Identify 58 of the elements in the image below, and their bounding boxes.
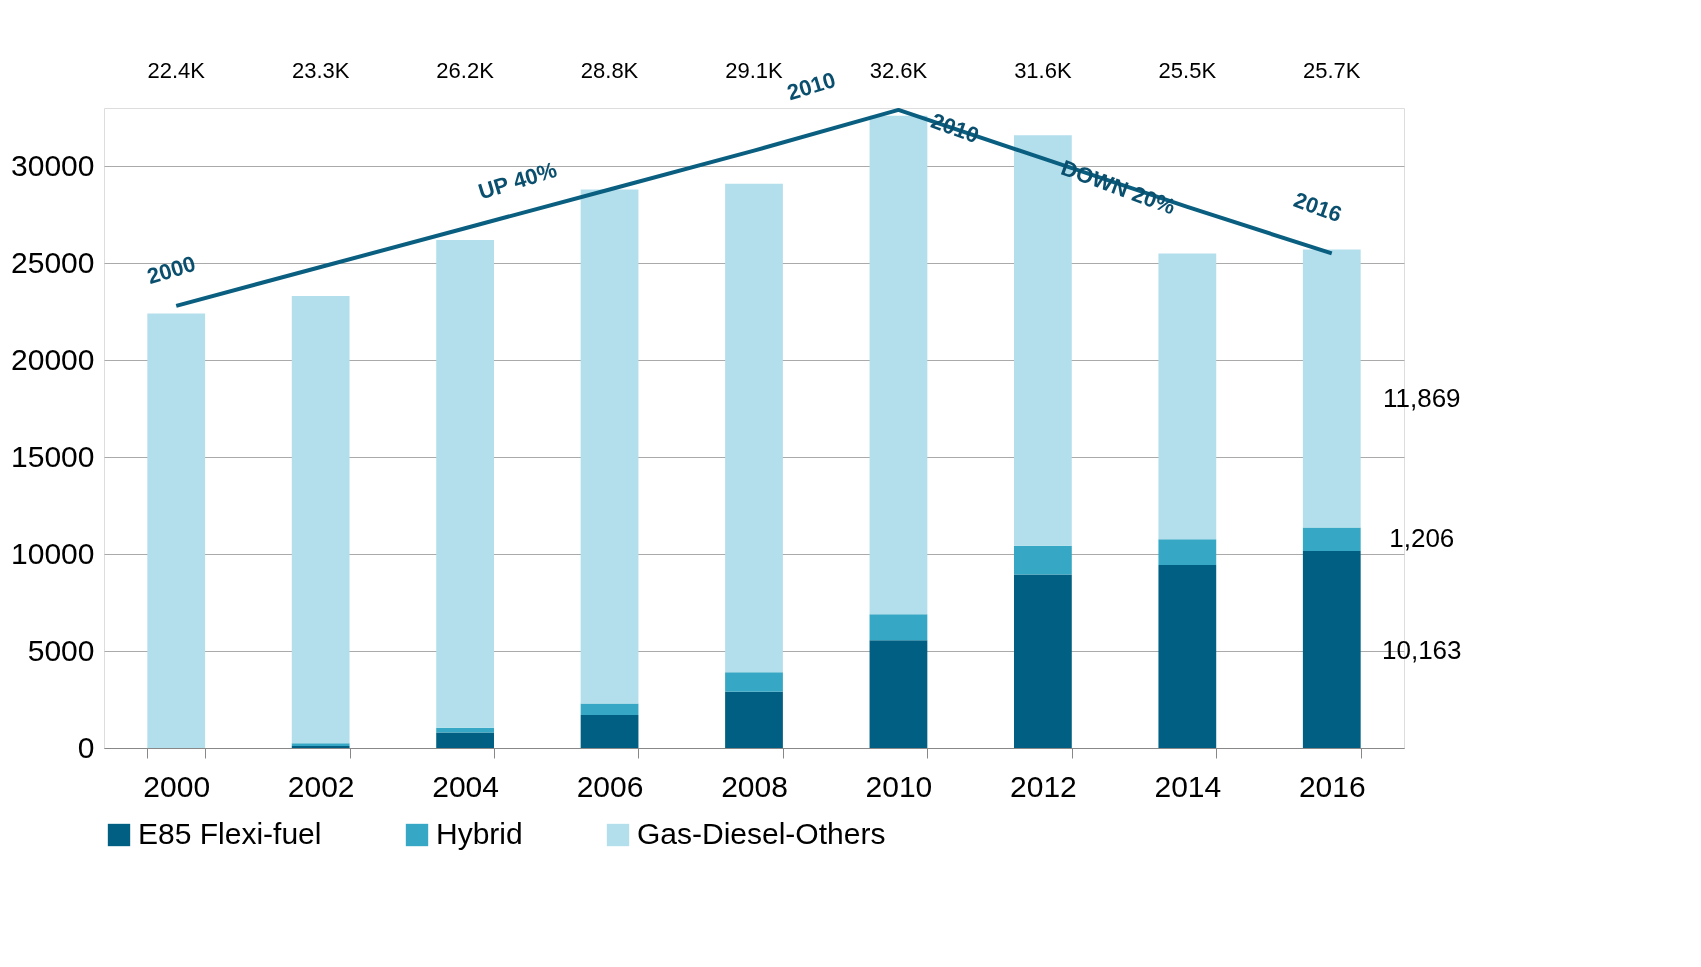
x-tick-label: 2008 <box>721 769 788 803</box>
y-tick-label: 10000 <box>11 536 95 570</box>
bar <box>1158 565 1217 748</box>
bar <box>1014 574 1072 748</box>
y-tick-label: 30000 <box>11 148 95 182</box>
text: 26.2K <box>436 58 495 84</box>
y-tick-label: 25000 <box>11 245 95 279</box>
legend-label: E85 Flexi-fuel <box>138 817 322 850</box>
text: 32.6K <box>869 58 928 84</box>
legend-label: Hybrid <box>436 817 523 850</box>
x-tick-label: 2014 <box>1154 769 1222 803</box>
annotation: UP 40% <box>475 156 560 205</box>
bar <box>436 239 494 728</box>
bar <box>725 691 783 748</box>
y-tick-label: 20000 <box>11 342 95 376</box>
legend-label: Gas-Diesel-Others <box>637 817 886 850</box>
bar <box>436 732 494 748</box>
text: 25.5K <box>1158 58 1217 84</box>
x-tick-label: 2004 <box>432 769 499 803</box>
annotation: 10,163 <box>1382 635 1462 666</box>
annotation: 11,869 <box>1382 382 1461 413</box>
y-tick-label: 0 <box>77 730 95 764</box>
bar <box>580 703 639 716</box>
x-tick-label: 2016 <box>1298 769 1366 803</box>
bar <box>1014 545 1072 575</box>
annotation: 1,206 <box>1389 522 1455 553</box>
bar <box>869 614 928 641</box>
text: 31.6K <box>1014 58 1072 84</box>
annotation: 2010 <box>927 107 983 149</box>
bar <box>147 313 206 748</box>
x-tick-label: 2006 <box>576 769 644 803</box>
x-tick-label: 2010 <box>865 769 933 803</box>
x-tick-label: 2002 <box>287 769 355 803</box>
bar <box>1302 527 1361 551</box>
text: 2010 <box>784 66 839 106</box>
bar <box>1158 539 1217 566</box>
bar <box>1302 550 1361 748</box>
y-tick-label: 15000 <box>11 439 95 473</box>
annotation: DOWN 20% <box>1057 155 1179 220</box>
annotation: 2016 <box>1290 187 1346 228</box>
text: 28.8K <box>580 58 639 84</box>
bar <box>580 189 639 704</box>
bar <box>869 640 928 748</box>
text: 22.4K <box>147 58 206 84</box>
y-tick-label: 5000 <box>27 633 95 667</box>
bar <box>580 715 639 748</box>
bar <box>1158 253 1217 540</box>
text: 23.3K <box>291 58 350 84</box>
text: 29.1K <box>725 58 784 84</box>
text: 25.7K <box>1303 58 1361 84</box>
bar <box>869 115 928 615</box>
bar <box>725 183 783 673</box>
x-tick-label: 2000 <box>143 769 211 803</box>
bar <box>725 672 783 692</box>
bar <box>1302 249 1361 528</box>
annotation: 2000 <box>144 250 199 290</box>
x-tick-label: 2012 <box>1010 769 1077 803</box>
bar <box>291 296 350 744</box>
